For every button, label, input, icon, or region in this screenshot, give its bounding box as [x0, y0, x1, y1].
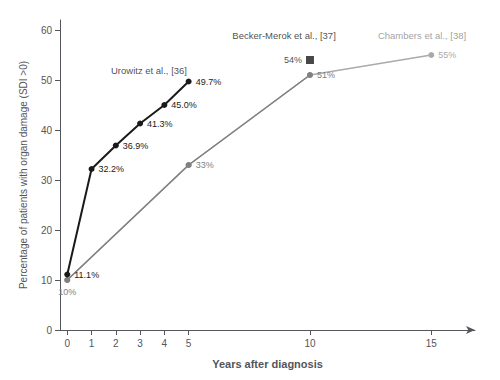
svg-text:40: 40 — [41, 125, 53, 136]
svg-text:Years after diagnosis: Years after diagnosis — [212, 358, 323, 370]
svg-text:11.1%: 11.1% — [74, 270, 99, 280]
svg-text:3: 3 — [137, 338, 143, 349]
svg-text:0: 0 — [64, 338, 70, 349]
svg-text:20: 20 — [41, 225, 53, 236]
svg-text:10: 10 — [304, 338, 316, 349]
svg-text:Urowitz et al., [36]: Urowitz et al., [36] — [111, 65, 187, 76]
svg-text:10%: 10% — [58, 287, 76, 297]
svg-text:60: 60 — [41, 25, 53, 36]
svg-text:50: 50 — [41, 75, 53, 86]
svg-text:41.3%: 41.3% — [147, 119, 173, 129]
svg-text:55%: 55% — [438, 50, 456, 60]
svg-text:45.0%: 45.0% — [171, 100, 197, 110]
svg-text:32.2%: 32.2% — [99, 164, 125, 174]
svg-text:1: 1 — [89, 338, 95, 349]
svg-text:Percentage of patients with or: Percentage of patients with organ damage… — [18, 61, 29, 289]
svg-text:30: 30 — [41, 175, 53, 186]
svg-text:4: 4 — [162, 338, 168, 349]
svg-text:10: 10 — [41, 275, 53, 286]
svg-text:36.9%: 36.9% — [123, 141, 149, 151]
svg-text:51%: 51% — [317, 70, 335, 80]
svg-text:Becker-Merok et al., [37]: Becker-Merok et al., [37] — [232, 30, 335, 41]
svg-text:5: 5 — [186, 338, 192, 349]
svg-text:2: 2 — [113, 338, 119, 349]
svg-text:0: 0 — [46, 325, 52, 336]
svg-text:49.7%: 49.7% — [196, 77, 222, 87]
svg-text:Chambers et al., [38]: Chambers et al., [38] — [378, 30, 466, 41]
svg-text:33%: 33% — [196, 160, 214, 170]
svg-text:15: 15 — [426, 338, 438, 349]
svg-text:54%: 54% — [284, 55, 302, 65]
